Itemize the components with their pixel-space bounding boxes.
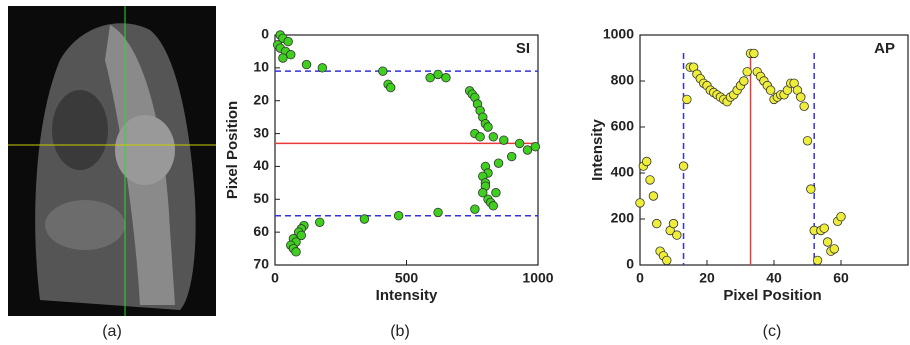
figure: (a) (b) (c) 01020304050607005001000Inten… bbox=[0, 0, 910, 345]
point bbox=[489, 133, 498, 142]
y-tick-label: 0 bbox=[626, 256, 634, 272]
point bbox=[766, 86, 775, 95]
y-tick-label: 0 bbox=[261, 26, 269, 42]
point bbox=[315, 218, 324, 227]
point bbox=[807, 185, 816, 194]
point bbox=[531, 142, 540, 151]
point bbox=[318, 64, 327, 73]
panel-label: (a) bbox=[102, 323, 122, 340]
x-tick-label: 60 bbox=[833, 270, 849, 286]
x-tick-label: 0 bbox=[271, 270, 279, 286]
point bbox=[523, 146, 532, 155]
x-tick-label: 1000 bbox=[522, 270, 553, 286]
point bbox=[750, 49, 759, 58]
y-tick-label: 60 bbox=[253, 223, 269, 239]
mri-image bbox=[8, 6, 216, 316]
point bbox=[434, 70, 443, 79]
point bbox=[426, 73, 435, 82]
annotation: AP bbox=[874, 40, 895, 57]
point bbox=[803, 137, 812, 146]
annotation: SI bbox=[516, 40, 530, 57]
point bbox=[379, 67, 388, 76]
y-tick-label: 50 bbox=[253, 190, 269, 206]
x-tick-label: 0 bbox=[636, 270, 644, 286]
point bbox=[492, 188, 501, 197]
point bbox=[484, 123, 493, 132]
point bbox=[515, 139, 524, 148]
x-tick-label: 500 bbox=[395, 270, 419, 286]
point bbox=[673, 231, 682, 240]
point bbox=[679, 162, 688, 171]
point bbox=[292, 248, 301, 257]
y-tick-label: 200 bbox=[611, 210, 635, 226]
y-tick-label: 30 bbox=[253, 124, 269, 140]
point bbox=[646, 176, 655, 185]
point bbox=[800, 102, 809, 111]
x-axis-label: Intensity bbox=[376, 287, 438, 304]
y-tick-label: 600 bbox=[611, 118, 635, 134]
y-axis-label: Intensity bbox=[589, 119, 606, 181]
point bbox=[743, 68, 752, 77]
point bbox=[394, 211, 403, 220]
point bbox=[652, 219, 661, 228]
point bbox=[476, 133, 485, 142]
x-tick-label: 40 bbox=[766, 270, 782, 286]
point bbox=[813, 256, 822, 265]
point bbox=[636, 199, 645, 208]
point bbox=[284, 37, 293, 46]
point bbox=[489, 202, 498, 211]
y-tick-label: 40 bbox=[253, 157, 269, 173]
panel-label: (b) bbox=[390, 323, 410, 340]
point bbox=[279, 54, 288, 63]
y-tick-label: 10 bbox=[253, 59, 269, 75]
y-axis-label: Pixel Position bbox=[224, 101, 241, 199]
point bbox=[642, 157, 651, 166]
point bbox=[797, 93, 806, 102]
plot-frame bbox=[275, 35, 538, 265]
point bbox=[494, 159, 503, 168]
y-tick-label: 400 bbox=[611, 164, 635, 180]
point bbox=[837, 212, 846, 221]
x-axis-label: Pixel Position bbox=[723, 287, 821, 304]
y-tick-label: 20 bbox=[253, 91, 269, 107]
y-tick-label: 800 bbox=[611, 72, 635, 88]
panel-label: (c) bbox=[763, 323, 782, 340]
point bbox=[683, 95, 692, 104]
point bbox=[471, 205, 480, 214]
point bbox=[740, 77, 749, 86]
point bbox=[663, 256, 672, 265]
point bbox=[500, 136, 509, 145]
point bbox=[669, 219, 678, 228]
point bbox=[434, 208, 443, 217]
point bbox=[507, 152, 516, 161]
point bbox=[386, 83, 395, 92]
y-tick-label: 1000 bbox=[603, 26, 634, 42]
y-tick-label: 70 bbox=[253, 256, 269, 272]
point bbox=[360, 215, 369, 224]
point bbox=[286, 50, 295, 59]
point bbox=[823, 238, 832, 247]
point bbox=[830, 245, 839, 254]
x-tick-label: 20 bbox=[699, 270, 715, 286]
plot-frame bbox=[640, 35, 908, 265]
point bbox=[820, 224, 829, 233]
point bbox=[302, 60, 311, 69]
point bbox=[442, 73, 451, 82]
point bbox=[649, 192, 658, 201]
